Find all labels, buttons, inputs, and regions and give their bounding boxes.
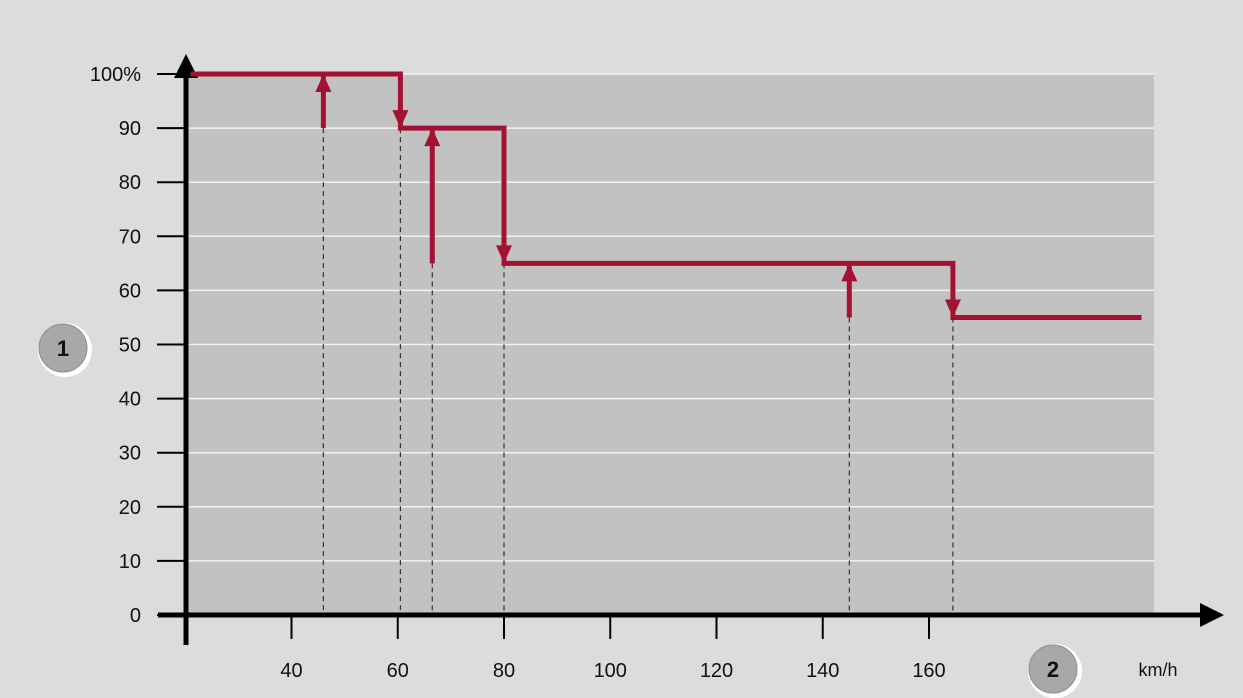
x-tick-label-60: 60	[387, 660, 409, 682]
transition-arrow-down-60.5	[392, 110, 409, 129]
x-axis-label: km/h	[1138, 660, 1177, 680]
y-tick-label-10: 10	[119, 551, 141, 573]
gridlines	[186, 73, 1154, 562]
transition-arrow-down-80	[496, 245, 512, 264]
transition-arrow-up-46	[315, 74, 332, 92]
transition-arrow-down-164.5	[944, 299, 961, 318]
axes	[157, 54, 1224, 645]
x-axis-callout: 2	[1028, 644, 1082, 698]
y-tick-label-100: 100%	[90, 64, 141, 86]
y-tick-label-20: 20	[119, 497, 141, 519]
y-tick-label-80: 80	[119, 172, 141, 194]
y-tick-label-90: 90	[119, 118, 141, 140]
y-tick-label-60: 60	[119, 280, 141, 302]
x-tick-label-120: 120	[700, 660, 733, 682]
x-tick-label-40: 40	[280, 660, 302, 682]
y-axis-callout: 1	[38, 323, 92, 377]
y-tick-label-40: 40	[119, 389, 141, 411]
x-tick-label-80: 80	[493, 660, 515, 682]
transition-guides	[322, 128, 954, 615]
series-lines	[190, 71, 1142, 320]
y-tick-label-70: 70	[119, 226, 141, 248]
y-axis-callout-circle	[38, 323, 88, 373]
x-axis-callout-label: 2	[1047, 657, 1059, 682]
transition-arrow-up-66.5	[424, 128, 441, 147]
y-tick-label-0: 0	[130, 605, 141, 627]
transition-arrow-up-145	[841, 263, 858, 282]
x-tick-label-160: 160	[912, 660, 945, 682]
tick-labels: 40 60 80 100 120 140 160 0 10 20 30 40 50 60 70 80 90 100…	[90, 64, 946, 682]
y-tick-label-50: 50	[119, 335, 141, 357]
callouts: 12	[38, 323, 1082, 698]
x-tick-label-140: 140	[806, 660, 839, 682]
y-tick-label-30: 30	[119, 443, 141, 465]
x-tick-label-100: 100	[594, 660, 627, 682]
y-axis-callout-label: 1	[57, 336, 69, 361]
x-axis-callout-circle	[1028, 644, 1078, 694]
